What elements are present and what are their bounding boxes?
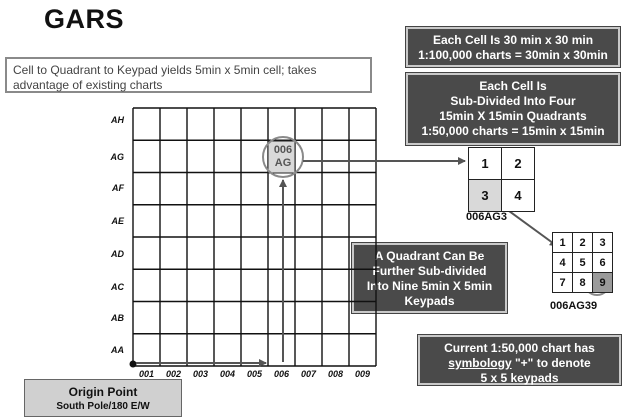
keypad-cell: 1	[552, 232, 573, 253]
keypad-cell: 2	[572, 232, 593, 253]
row-label: AD	[111, 249, 124, 259]
col-label: 006	[273, 369, 290, 379]
quadrant-info-box: Each Cell Is Sub-Divided Into Four 15min…	[405, 72, 621, 146]
col-label: 009	[354, 369, 371, 379]
quadrant-cell: 4	[501, 179, 535, 212]
keypad-info-line: Into Nine 5min X 5min	[366, 279, 493, 293]
row-label: AG	[110, 152, 125, 162]
keypad-cell-highlighted: 9	[592, 272, 613, 293]
col-label: 004	[219, 369, 236, 379]
keypad-grid: 1 2 3 4 5 6 7 8 9	[552, 232, 613, 293]
symbology-rest: "+" to denote	[511, 356, 591, 370]
col-label: 007	[300, 369, 317, 379]
page-title: GARS	[44, 4, 125, 34]
keypad-cell: 3	[592, 232, 613, 253]
quadrant-cell: 2	[501, 147, 535, 180]
row-label: AC	[111, 282, 124, 292]
keypad-info-box: A Quadrant Can Be Further Sub-divided In…	[351, 242, 508, 314]
keypad-cell: 5	[572, 252, 593, 273]
keypad-cell: 4	[552, 252, 573, 273]
symbology-word: symbology	[448, 356, 512, 370]
highlight-cell-circle	[262, 136, 304, 178]
keypad-info-line: A Quadrant Can Be	[374, 249, 485, 263]
cell-size-line: 1:100,000 charts = 30min x 30min	[418, 48, 608, 62]
col-label: 008	[327, 369, 344, 379]
keypad-info-line: Keypads	[404, 294, 455, 308]
origin-dot	[129, 360, 137, 368]
row-label: AF	[112, 183, 124, 193]
quadrant-info-line: Each Cell Is	[479, 79, 547, 93]
quadrant-info-line: 15min X 15min Quadrants	[439, 109, 587, 123]
cell-size-line: Each Cell Is 30 min x 30 min	[432, 33, 594, 47]
highlight-cell-fill	[267, 140, 296, 174]
row-label: AE	[111, 216, 124, 226]
col-label: 003	[192, 369, 209, 379]
note-box: Cell to Quadrant to Keypad yields 5min x…	[5, 57, 372, 93]
keypad-cell: 8	[572, 272, 593, 293]
highlight-cell-col: 006	[274, 144, 292, 156]
row-label: AH	[111, 115, 124, 125]
symbology-line: 5 x 5 keypads	[480, 371, 559, 385]
row-label: AA	[111, 345, 124, 355]
keypad-caption: 006AG39	[550, 300, 598, 312]
grid-lines	[132, 107, 377, 367]
col-label: 002	[165, 369, 182, 379]
quadrant-info-line: Sub-Divided Into Four	[450, 94, 576, 108]
origin-title: Origin Point	[68, 385, 138, 399]
symbology-box: Current 1:50,000 chart has symbology "+"…	[417, 334, 622, 386]
quadrant-grid: 1 2 3 4	[468, 147, 535, 212]
keypad-cell: 6	[592, 252, 613, 273]
highlight-cell-row: AG	[275, 157, 292, 169]
origin-subtitle: South Pole/180 E/W	[56, 401, 150, 412]
col-label: 001	[138, 369, 155, 379]
quadrant-cell: 1	[468, 147, 502, 180]
quadrant-cell-highlighted: 3	[468, 179, 502, 212]
quadrant-info-line: 1:50,000 charts = 15min x 15min	[421, 124, 605, 138]
col-label: 005	[246, 369, 263, 379]
origin-label: Origin Point South Pole/180 E/W	[24, 379, 182, 417]
cell-size-box: Each Cell Is 30 min x 30 min 1:100,000 c…	[405, 26, 621, 68]
keypad-cell: 7	[552, 272, 573, 293]
symbology-line: Current 1:50,000 chart has	[444, 341, 595, 355]
row-label: AB	[111, 313, 124, 323]
symbology-line: symbology "+" to denote	[420, 356, 619, 371]
quadrant-caption: 006AG3	[466, 211, 507, 223]
keypad-info-line: Further Sub-divided	[372, 264, 487, 278]
